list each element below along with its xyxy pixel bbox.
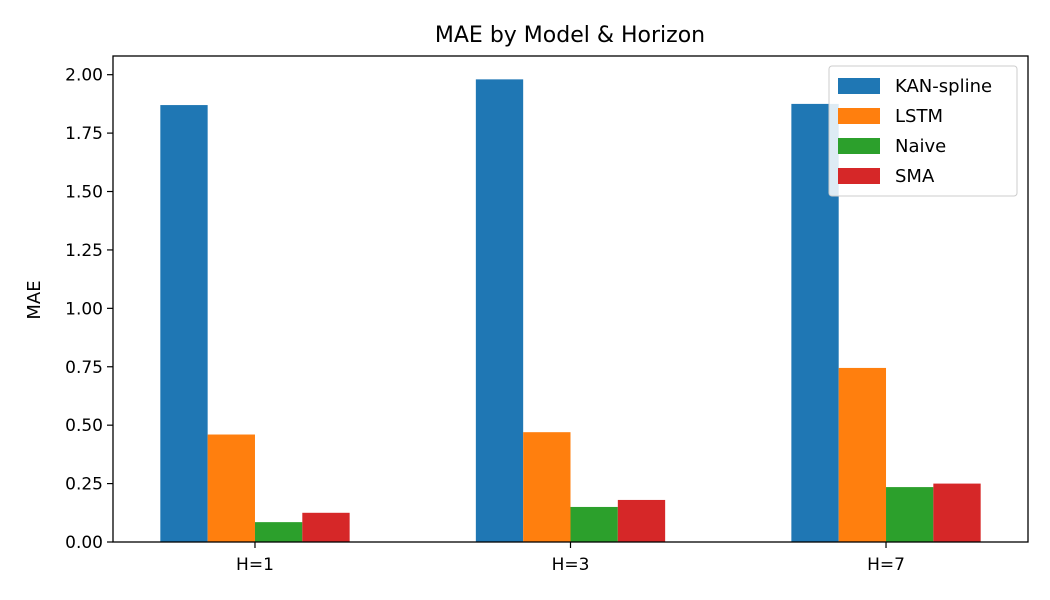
y-tick-label: 0.75	[65, 358, 103, 378]
legend-box	[828, 65, 1018, 197]
y-tick-label: 0.25	[65, 475, 103, 495]
y-tick-label: 1.25	[65, 241, 103, 261]
bar-lstm-h3	[523, 432, 571, 542]
bar-kan-spline-h1	[160, 105, 208, 542]
bars-group	[160, 79, 981, 542]
plot-frame	[112, 55, 1029, 543]
bar-lstm-h1	[207, 434, 255, 542]
y-tick-label: 1.75	[65, 124, 103, 144]
x-axis-ticks: H=1 H=3 H=7	[236, 542, 905, 575]
chart-title: MAE by Model & Horizon	[435, 23, 705, 48]
bar-naive-h1	[254, 522, 303, 542]
bar-naive-h7	[886, 487, 934, 542]
y-tick-label: 0.00	[65, 533, 103, 553]
legend-swatch-lstm	[838, 108, 880, 124]
bar-kan-spline-h3	[475, 79, 524, 542]
bar-lstm-h7	[838, 367, 887, 542]
y-tick-label: 0.50	[65, 416, 103, 436]
y-tick-label: 1.00	[65, 299, 103, 319]
legend-label-kan-spline: KAN-spline	[895, 76, 992, 97]
y-tick-label: 1.50	[65, 183, 103, 203]
bar-sma-h3	[617, 499, 666, 542]
y-axis-ticks: 0.00 0.25 0.50 0.75 1.00 1.25 1.50 1.75 2.00	[65, 66, 113, 553]
x-tick-label: H=1	[236, 555, 274, 575]
bar-sma-h7	[933, 483, 981, 542]
legend-label-sma: SMA	[895, 166, 935, 187]
y-axis-label: MAE	[24, 280, 45, 319]
legend-swatch-sma	[838, 168, 880, 184]
x-tick-label: H=7	[867, 555, 905, 575]
bar-sma-h1	[302, 512, 350, 542]
legend-label-lstm: LSTM	[895, 106, 943, 127]
x-tick-label: H=3	[552, 555, 590, 575]
legend-swatch-naive	[838, 138, 880, 154]
bar-naive-h3	[570, 506, 618, 542]
legend: KAN-spline LSTM Naive SMA	[828, 65, 1018, 197]
legend-swatch-kan-spline	[838, 78, 880, 94]
y-tick-label: 2.00	[65, 66, 103, 86]
legend-label-naive: Naive	[895, 136, 946, 157]
